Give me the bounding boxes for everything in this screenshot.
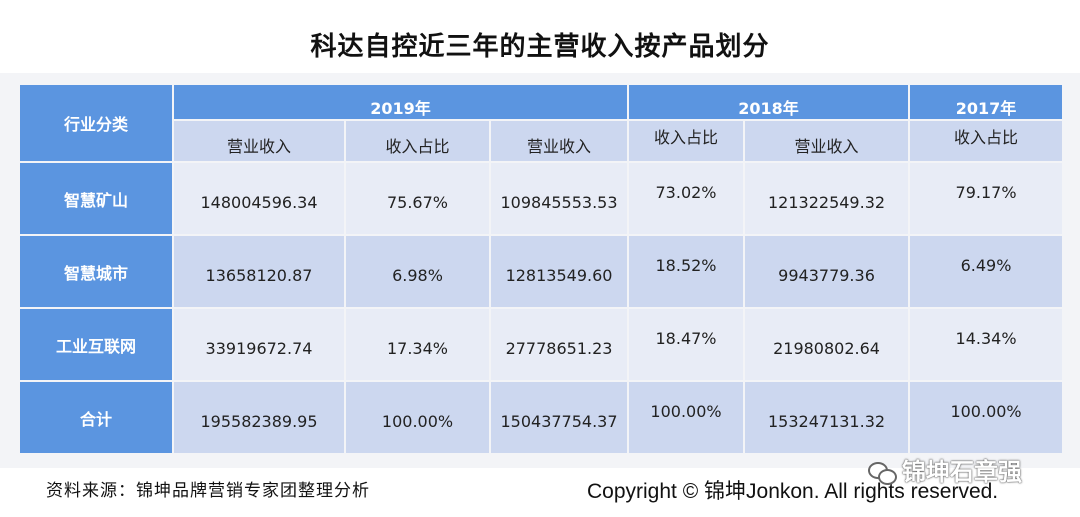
year-header-2019: 2019年	[174, 85, 628, 119]
table-cell: 148004596.34	[174, 163, 344, 234]
year-header-2017: 2017年	[910, 85, 1063, 119]
copyright-notice: Copyright © 锦坤Jonkon. All rights reserve…	[587, 480, 999, 503]
table-cell: 14.34%	[910, 309, 1063, 380]
table-cell: 27778651.23	[491, 309, 628, 380]
sub-header: 营业收入	[491, 121, 628, 161]
table-cell: 100.00%	[346, 382, 489, 453]
table-cell: 18.47%	[629, 309, 744, 380]
table-row: 智慧城市 13658120.87 6.98% 12813549.60 18.52…	[20, 236, 1063, 307]
table-cell: 150437754.37	[491, 382, 628, 453]
source-note: 资料来源：锦坤品牌营销专家团整理分析	[46, 481, 370, 501]
table-cell: 9943779.36	[745, 236, 909, 307]
table-cell: 153247131.32	[745, 382, 909, 453]
table-row: 智慧矿山 148004596.34 75.67% 109845553.53 73…	[20, 163, 1063, 234]
row-label: 合计	[20, 382, 172, 453]
table-cell: 121322549.32	[745, 163, 909, 234]
table-cell: 18.52%	[629, 236, 744, 307]
sub-header: 收入占比	[910, 121, 1063, 161]
table-cell: 73.02%	[629, 163, 744, 234]
sub-header: 收入占比	[629, 121, 744, 161]
table-cell: 33919672.74	[174, 309, 344, 380]
sub-header: 营业收入	[745, 121, 909, 161]
revenue-table: 行业分类 2019年 2018年 2017年 营业收入 收入占比 营业收入 收入…	[18, 83, 1064, 455]
table-cell: 13658120.87	[174, 236, 344, 307]
row-label: 工业互联网	[20, 309, 172, 380]
year-header-2018: 2018年	[629, 85, 909, 119]
table-cell: 17.34%	[346, 309, 489, 380]
table-cell: 100.00%	[910, 382, 1063, 453]
table-cell: 100.00%	[629, 382, 744, 453]
watermark: 锦坤石章强	[868, 452, 1022, 487]
table-cell: 79.17%	[910, 163, 1063, 234]
page-title: 科达自控近三年的主营收入按产品划分	[310, 32, 770, 62]
category-header: 行业分类	[20, 85, 172, 161]
table-cell: 12813549.60	[491, 236, 628, 307]
table-cell: 21980802.64	[745, 309, 909, 380]
table-cell: 6.49%	[910, 236, 1063, 307]
table-cell: 109845553.53	[491, 163, 628, 234]
table-cell: 75.67%	[346, 163, 489, 234]
sub-header: 营业收入	[174, 121, 344, 161]
row-label: 智慧城市	[20, 236, 172, 307]
row-label: 智慧矿山	[20, 163, 172, 234]
watermark-text: 锦坤石章强	[902, 458, 1022, 486]
table-cell: 195582389.95	[174, 382, 344, 453]
table-row: 工业互联网 33919672.74 17.34% 27778651.23 18.…	[20, 309, 1063, 380]
table-row-total: 合计 195582389.95 100.00% 150437754.37 100…	[20, 382, 1063, 453]
wechat-icon	[868, 462, 897, 485]
table-cell: 6.98%	[346, 236, 489, 307]
sub-header: 收入占比	[346, 121, 489, 161]
